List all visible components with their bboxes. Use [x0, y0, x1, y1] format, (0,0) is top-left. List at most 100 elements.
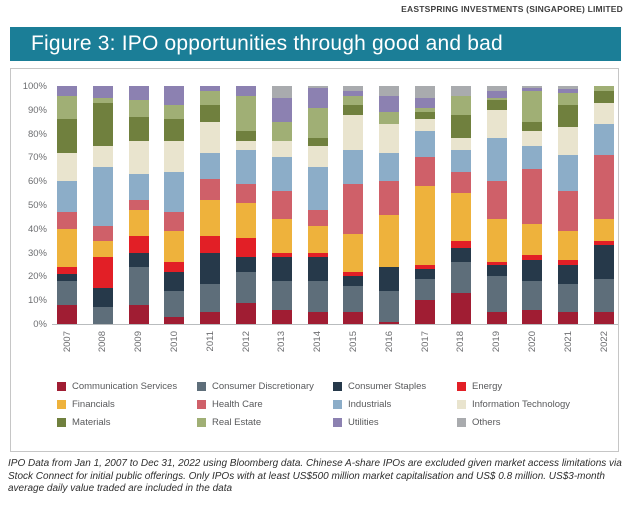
bar-segment	[236, 271, 256, 303]
y-axis-tick-label: 30%	[27, 247, 47, 259]
bar-segment	[522, 121, 543, 132]
bar-segment	[486, 312, 507, 324]
bar-segment	[379, 321, 400, 324]
x-axis-tick-label: 2021	[558, 331, 578, 377]
y-axis-tick-label: 10%	[27, 295, 47, 307]
bar-segment	[379, 124, 400, 153]
bar-segment	[236, 150, 256, 184]
bar-segment	[200, 178, 221, 201]
bar-segment	[92, 97, 113, 103]
bar-segment	[522, 131, 543, 146]
bar-segment	[594, 90, 614, 103]
legend-label: Industrials	[348, 398, 392, 410]
legend-swatch-icon	[457, 417, 466, 427]
bar-segment	[128, 252, 149, 267]
legend-swatch-icon	[457, 399, 466, 409]
bar-segment	[415, 264, 435, 270]
legend-item: Financials	[57, 395, 197, 413]
y-axis-tick-label: 40%	[27, 223, 47, 235]
bar-segment	[271, 281, 292, 310]
legend-swatch-icon	[57, 417, 66, 427]
year-label: 2010	[168, 331, 180, 353]
bar-segment	[415, 131, 435, 158]
bar-segment	[200, 283, 221, 313]
bar-segment	[92, 307, 113, 324]
bar-segment	[200, 105, 221, 122]
y-axis-tick-label: 90%	[27, 104, 47, 116]
legend-item: Real Estate	[197, 413, 333, 431]
bar-segment	[343, 105, 364, 115]
bar-segment	[92, 240, 113, 258]
bar-segment	[558, 93, 579, 106]
bar-segment	[522, 88, 543, 91]
bar-segment	[128, 200, 149, 210]
legend-swatch-icon	[197, 381, 206, 391]
bar-segment	[415, 300, 435, 324]
bar-segment	[236, 202, 256, 239]
bar-segment	[522, 255, 543, 260]
y-axis-tick-label: 70%	[27, 152, 47, 164]
legend-label: Consumer Staples	[348, 380, 427, 392]
x-axis-tick-label: 2018	[451, 331, 471, 377]
legend-item: Consumer Staples	[333, 377, 457, 395]
y-axis-tick-label: 60%	[27, 176, 47, 188]
y-axis-tick-label: 100%	[22, 81, 47, 92]
bar-segment	[522, 169, 543, 225]
bar-segment	[307, 166, 328, 210]
bar-segment	[200, 90, 221, 106]
bar-segment	[415, 186, 435, 265]
bar-segment	[343, 95, 364, 106]
bar-segment	[379, 95, 400, 113]
bar-segment	[594, 245, 614, 279]
bar-segment	[164, 271, 185, 291]
stacked-bar-2016	[379, 86, 400, 324]
plot-area: 0% 10% 20% 30% 40% 50% 60% 70% 80% 90% 100% 2007 200…	[11, 69, 618, 451]
bar-segment	[307, 226, 328, 253]
bar-segment	[415, 98, 435, 108]
bar-segment	[271, 121, 292, 141]
bar-segment	[57, 212, 77, 229]
bar-segment	[486, 219, 507, 263]
bar-segment	[486, 90, 507, 98]
bar-segment	[558, 155, 579, 191]
bar-segment	[128, 209, 149, 236]
bar-segment	[486, 264, 507, 277]
legend-label: Real Estate	[212, 416, 262, 428]
bar-segment	[522, 86, 543, 89]
x-axis-tick-label: 2010	[164, 331, 184, 377]
bar-segment	[558, 312, 579, 324]
bar-segment	[343, 285, 364, 313]
bar-segment	[450, 262, 471, 294]
year-label: 2017	[419, 331, 431, 353]
source-footnote: IPO Data from Jan 1, 2007 to Dec 31, 202…	[8, 458, 622, 494]
bar-segment	[92, 166, 113, 227]
bar-segment	[164, 290, 185, 317]
stacked-bar-2017	[415, 86, 435, 324]
bar-segment	[164, 212, 185, 232]
bar-segment	[271, 157, 292, 191]
bar-segment	[128, 100, 149, 117]
company-header: EASTSPRING INVESTMENTS (SINGAPORE) LIMIT…	[401, 4, 623, 14]
bar-segment	[271, 140, 292, 158]
bar-segment	[379, 112, 400, 125]
bar-segment	[92, 226, 113, 241]
bar-segment	[450, 293, 471, 324]
bar-segment	[486, 100, 507, 110]
x-axis-line	[52, 324, 618, 325]
bar-segment	[594, 219, 614, 241]
year-label: 2014	[312, 331, 324, 353]
bar-segment	[522, 145, 543, 170]
bar-segment	[92, 102, 113, 146]
x-axis-tick-label: 2022	[594, 331, 614, 377]
bar-segment	[594, 86, 614, 91]
bar-segment	[415, 157, 435, 186]
bar-segment	[57, 281, 77, 305]
bar-segment	[236, 95, 256, 132]
bar-segment	[271, 190, 292, 220]
legend-label: Information Technology	[472, 398, 571, 410]
legend-label: Health Care	[212, 398, 263, 410]
bar-segment	[486, 181, 507, 220]
y-axis-tick-label: 50%	[27, 200, 47, 211]
year-label: 2015	[347, 331, 359, 353]
bar-segment	[343, 276, 364, 286]
